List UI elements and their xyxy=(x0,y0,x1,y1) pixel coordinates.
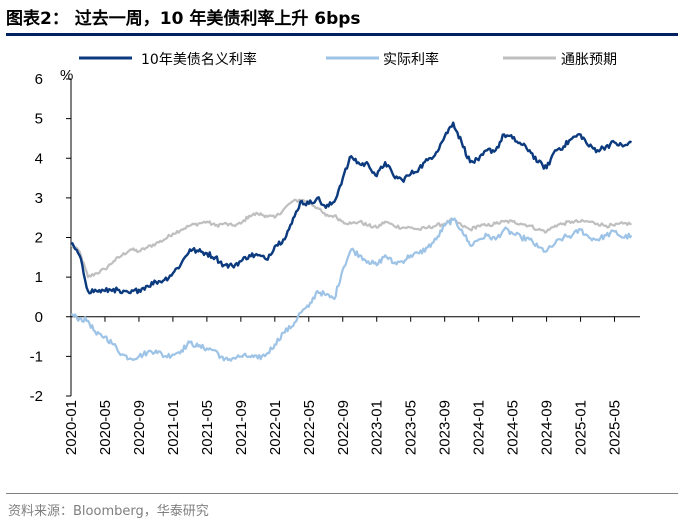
x-tick-label: 2021-05 xyxy=(199,400,216,455)
source-note: 资料来源：Bloomberg，华泰研究 xyxy=(8,504,209,519)
x-tick-label: 2022-05 xyxy=(301,400,318,455)
axes: -2 -1 0 1 2 3 4 5 6 % 2020-01 2020-05 2020-09 2021-01… xyxy=(30,67,640,455)
x-tick-label: 2020-09 xyxy=(131,400,148,455)
x-tick-label: 2020-01 xyxy=(63,400,80,455)
legend-label-0: 10年美债名义利率 xyxy=(141,51,257,68)
x-tick-label: 2024-01 xyxy=(471,400,488,455)
x-tick-label: 2025-05 xyxy=(607,400,624,455)
y-tick-label: 6 xyxy=(35,71,43,88)
chart-title: 图表2： 过去一周，10 年美债利率上升 6bps xyxy=(6,9,361,29)
x-tick-label: 2024-05 xyxy=(505,400,522,455)
legend-label-1: 实际利率 xyxy=(383,51,439,68)
x-tick-label: 2023-09 xyxy=(437,400,454,455)
title-rule xyxy=(6,33,678,36)
x-tick-label: 2022-09 xyxy=(335,400,352,455)
y-tick-label: 2 xyxy=(35,230,43,247)
series-line-0 xyxy=(70,121,633,295)
x-tick-label: 2021-09 xyxy=(233,400,250,455)
series-lines xyxy=(70,121,633,362)
x-tick-label: 2024-09 xyxy=(539,400,556,455)
y-tick-label: 3 xyxy=(35,190,43,207)
y-tick-label: 4 xyxy=(35,150,43,167)
legend: 10年美债名义利率 实际利率 通胀预期 xyxy=(79,51,617,68)
x-tick-label: 2023-01 xyxy=(369,400,386,455)
series-line-2 xyxy=(70,198,632,279)
y-tick-label: 0 xyxy=(35,309,43,326)
chart-svg: 10年美债名义利率 实际利率 通胀预期 -2 -1 0 1 2 3 4 5 6 % 2020-01 202… xyxy=(30,51,640,455)
x-tick-label: 2020-05 xyxy=(97,400,114,455)
x-tick-label: 2021-01 xyxy=(165,400,182,455)
x-tick-label: 2025-01 xyxy=(573,400,590,455)
y-axis-unit: % xyxy=(60,67,73,84)
x-tick-label: 2022-01 xyxy=(267,400,284,455)
x-tick-label: 2023-05 xyxy=(403,400,420,455)
series-line-1 xyxy=(70,217,633,362)
y-tick-label: 1 xyxy=(35,269,43,286)
y-tick-label: -1 xyxy=(30,348,43,365)
y-tick-label: -2 xyxy=(30,388,43,405)
y-tick-label: 5 xyxy=(35,111,43,128)
legend-label-2: 通胀预期 xyxy=(561,52,617,68)
source-rule xyxy=(6,493,678,494)
